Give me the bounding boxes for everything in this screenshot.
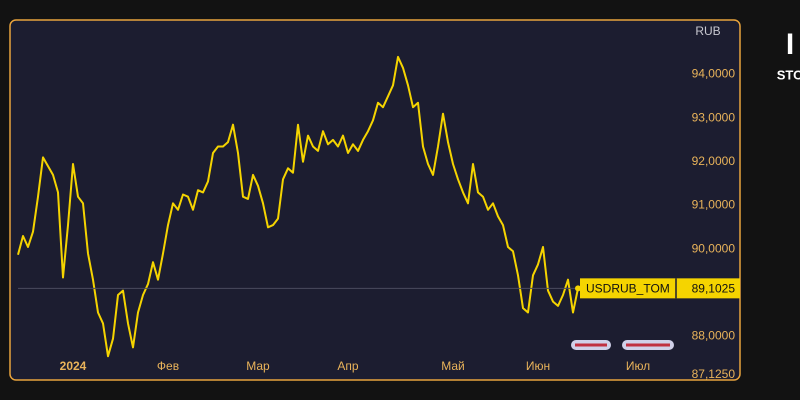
x-tick-label: Июн [526, 359, 550, 373]
y-tick-label: 87,1250 [692, 367, 736, 381]
y-tick-label: 93,0000 [692, 110, 736, 124]
side-text: I [786, 28, 794, 61]
y-tick-label: 91,0000 [692, 198, 736, 212]
x-tick-label: Май [441, 359, 465, 373]
x-tick-label: Фев [157, 359, 179, 373]
frame [9, 19, 741, 381]
axis-unit: RUB [695, 24, 720, 38]
x-tick-label: Апр [337, 359, 359, 373]
y-tick-label: 92,0000 [692, 154, 736, 168]
value-label: 89,1025 [692, 282, 736, 296]
side-text: STO [777, 67, 800, 82]
x-tick-label: 2024 [60, 359, 87, 373]
x-tick-label: Мар [246, 359, 270, 373]
price-tag [580, 278, 740, 299]
y-tick-label: 90,0000 [692, 241, 736, 255]
y-tick-label: 88,0000 [692, 329, 736, 343]
series-name: USDRUB_TOM [586, 282, 670, 296]
price-line [17, 55, 579, 358]
flag-icons [571, 340, 674, 350]
x-tick-label: Июл [626, 359, 650, 373]
last-point [575, 285, 581, 292]
y-tick-label: 94,0000 [692, 67, 736, 81]
